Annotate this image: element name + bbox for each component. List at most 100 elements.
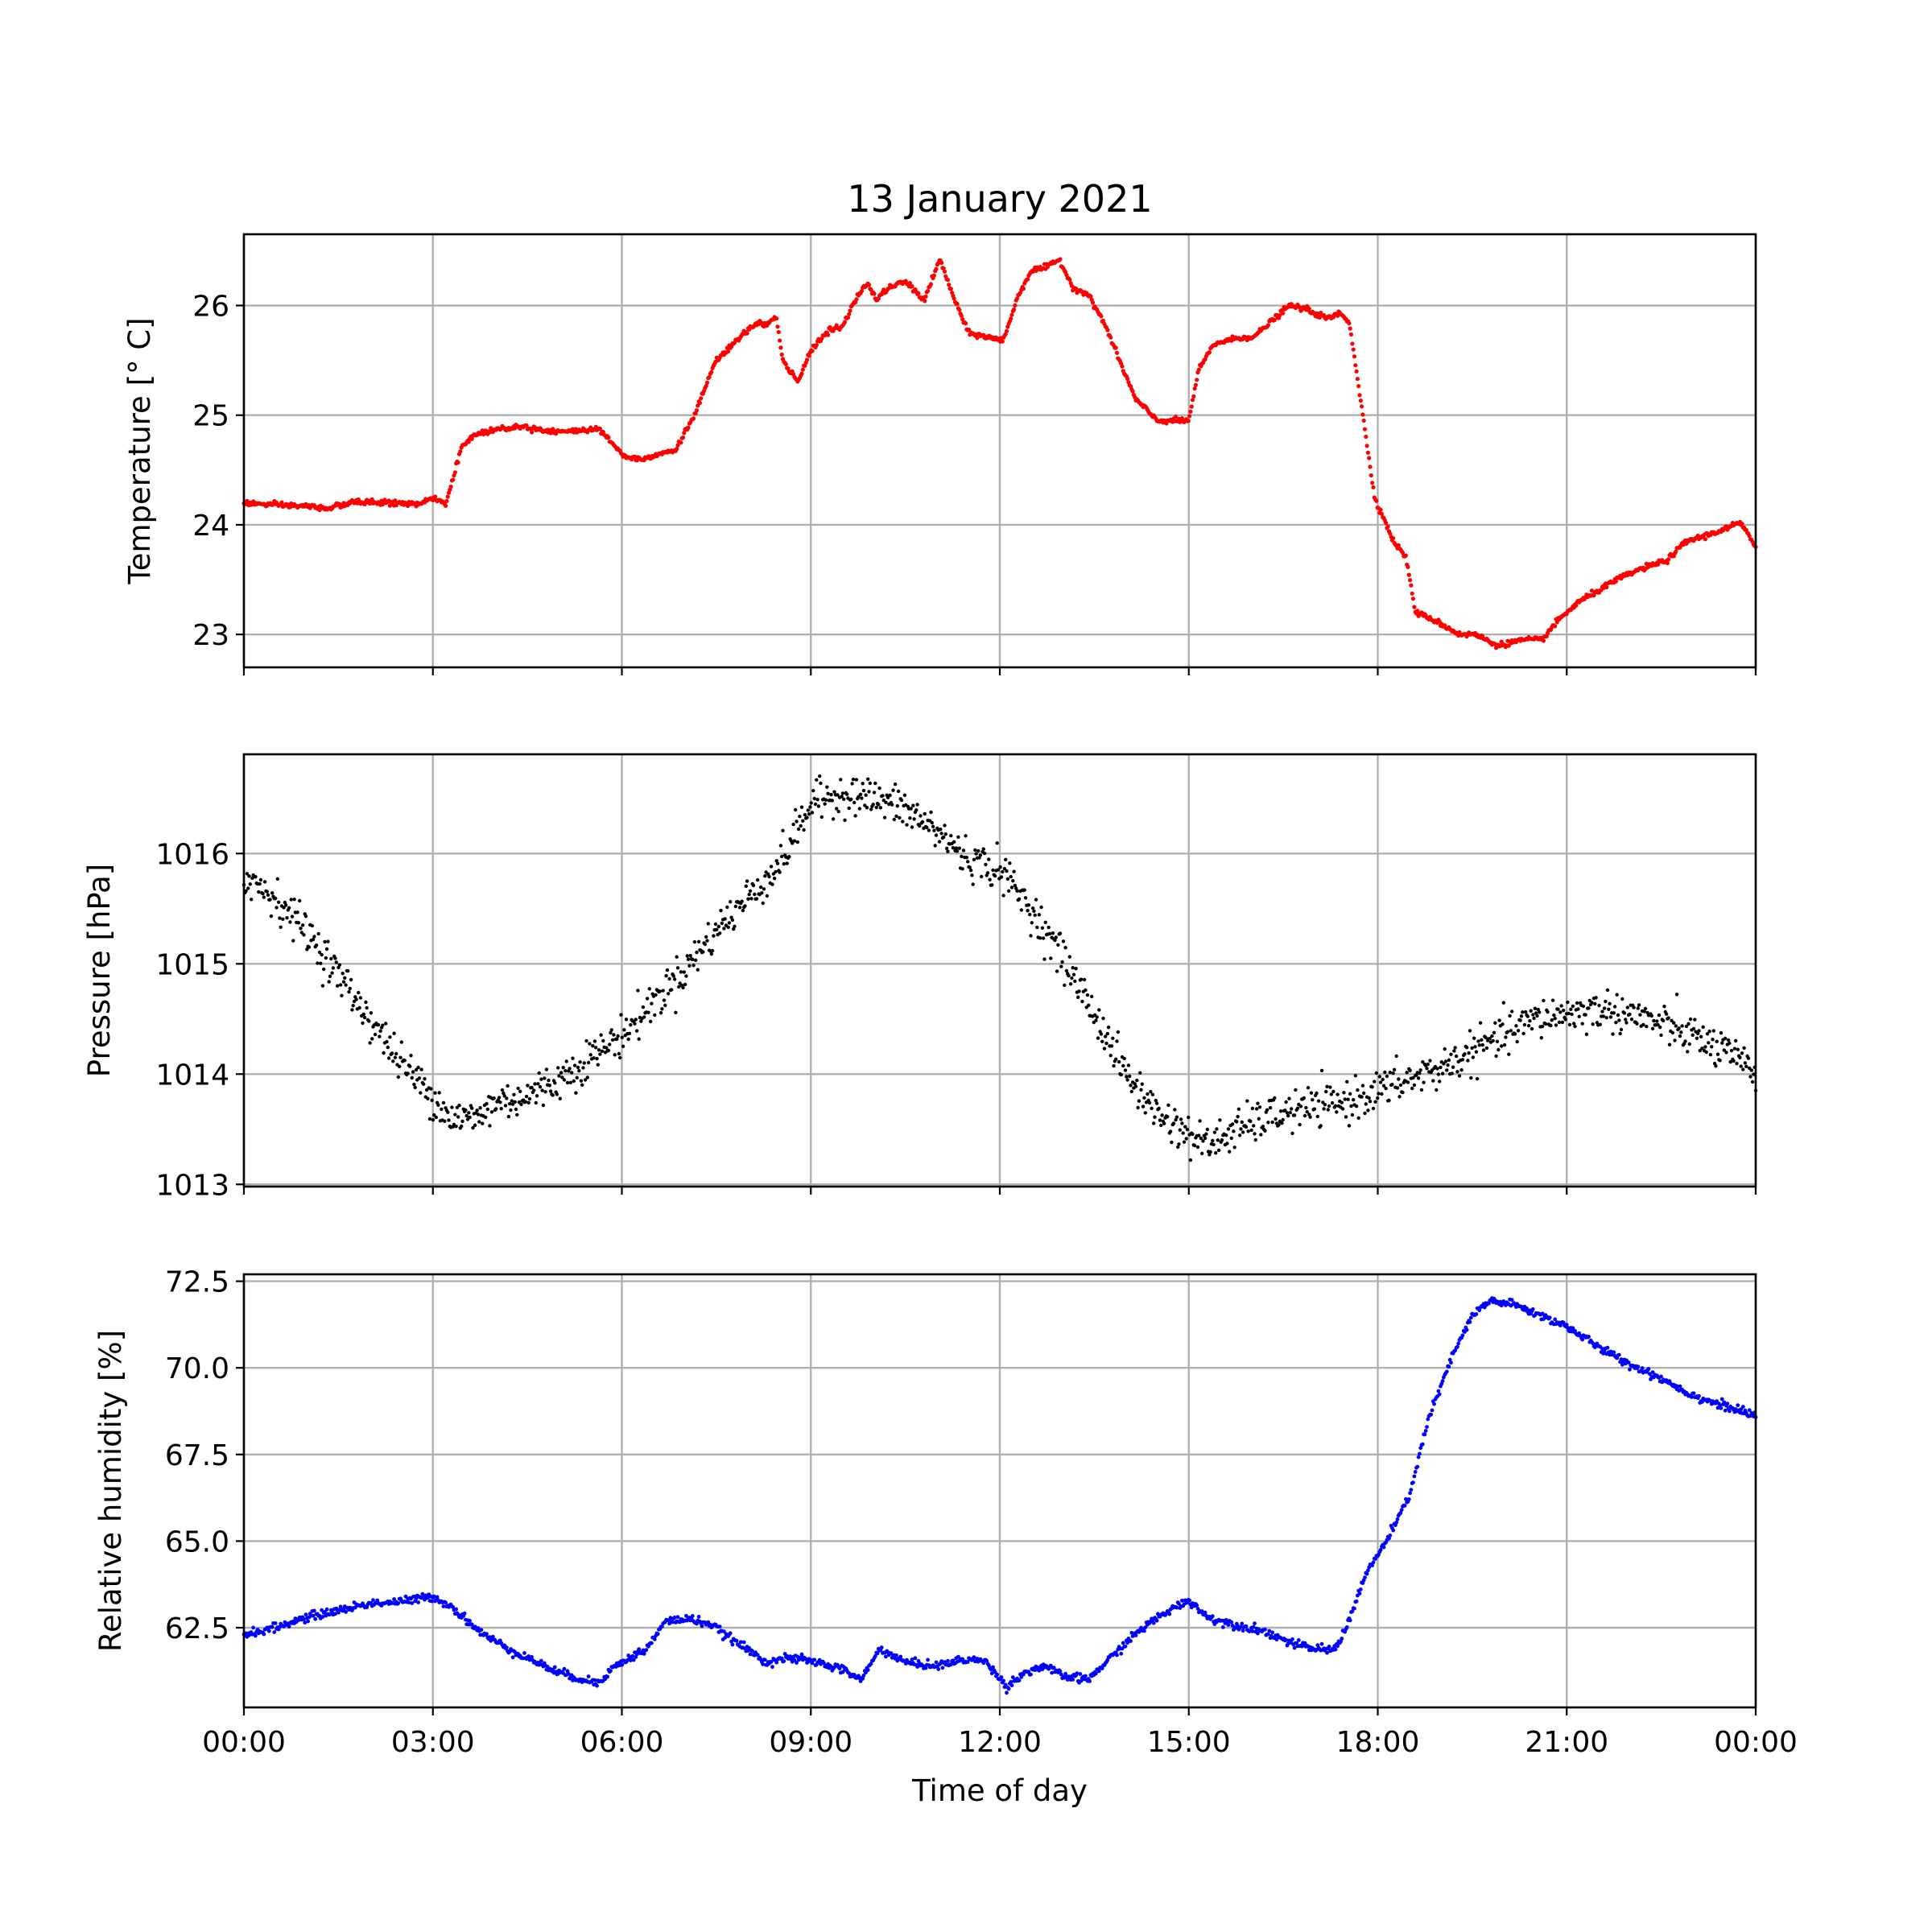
data-point-pressure xyxy=(598,1052,602,1056)
data-point-pressure xyxy=(1154,1101,1159,1105)
data-point-pressure xyxy=(336,984,340,988)
data-point-pressure xyxy=(1030,921,1034,925)
data-point-pressure xyxy=(966,860,970,864)
data-point-humidity xyxy=(266,1629,271,1633)
data-point-pressure xyxy=(1073,979,1077,984)
data-point-pressure xyxy=(1080,999,1084,1004)
data-point-temperature xyxy=(1352,354,1357,359)
data-point-pressure xyxy=(1674,993,1679,997)
data-point-humidity xyxy=(468,1619,472,1623)
y-tick-label-humidity-0: 62.5 xyxy=(165,1612,229,1645)
data-point-pressure xyxy=(351,1004,355,1008)
data-point-pressure xyxy=(1305,1110,1309,1114)
data-point-pressure xyxy=(858,792,863,796)
data-point-pressure xyxy=(584,1038,588,1043)
data-point-pressure xyxy=(1211,1138,1215,1143)
data-point-humidity xyxy=(1348,1618,1352,1623)
data-point-temperature xyxy=(854,297,859,302)
data-point-temperature xyxy=(1541,638,1546,643)
data-point-humidity xyxy=(1636,1364,1641,1369)
data-point-pressure xyxy=(995,841,999,845)
data-point-pressure xyxy=(795,840,799,844)
data-point-pressure xyxy=(849,797,853,802)
data-point-pressure xyxy=(830,799,835,803)
data-point-pressure xyxy=(1408,1068,1412,1073)
data-point-pressure xyxy=(1710,1045,1714,1049)
data-point-temperature xyxy=(1409,583,1414,588)
data-point-humidity xyxy=(770,1665,774,1670)
x-tick-label-6: 18:00 xyxy=(1336,1726,1420,1759)
data-point-pressure xyxy=(1032,909,1036,914)
data-point-pressure xyxy=(572,1063,577,1067)
data-point-pressure xyxy=(523,1100,527,1104)
data-point-humidity xyxy=(1423,1429,1428,1433)
data-point-pressure xyxy=(1746,1056,1751,1060)
data-point-temperature xyxy=(1665,560,1670,566)
data-point-pressure xyxy=(1562,1009,1566,1013)
data-point-temperature xyxy=(826,332,831,337)
data-point-humidity xyxy=(1358,1587,1363,1591)
data-point-pressure xyxy=(1670,1030,1675,1035)
data-point-pressure xyxy=(1287,1096,1291,1100)
data-point-humidity xyxy=(1302,1641,1307,1645)
data-point-pressure xyxy=(382,1051,386,1055)
data-point-pressure xyxy=(944,846,949,851)
data-point-temperature xyxy=(679,440,683,445)
data-point-pressure xyxy=(468,1115,472,1120)
data-point-pressure xyxy=(1321,1100,1325,1104)
data-point-humidity xyxy=(788,1654,792,1659)
data-point-humidity xyxy=(1050,1670,1054,1675)
data-point-pressure xyxy=(592,1056,596,1060)
data-point-pressure xyxy=(1149,1090,1153,1094)
data-point-pressure xyxy=(258,877,263,882)
data-point-pressure xyxy=(326,939,330,943)
data-point-temperature xyxy=(1190,398,1195,402)
data-point-pressure xyxy=(1241,1130,1245,1134)
data-point-temperature xyxy=(1666,557,1671,562)
data-point-pressure xyxy=(543,1090,547,1094)
data-point-pressure xyxy=(808,805,812,809)
data-point-pressure xyxy=(853,814,857,818)
data-point-pressure xyxy=(1215,1127,1219,1131)
data-point-pressure xyxy=(1129,1089,1134,1094)
data-point-pressure xyxy=(1364,1102,1368,1106)
data-point-pressure xyxy=(568,1067,572,1071)
data-point-pressure xyxy=(1569,1007,1573,1012)
data-point-temperature xyxy=(941,266,946,270)
data-point-pressure xyxy=(370,1037,374,1041)
data-point-pressure xyxy=(1616,1013,1620,1018)
data-point-pressure xyxy=(1100,1039,1104,1044)
data-point-pressure xyxy=(503,1104,508,1108)
data-point-temperature xyxy=(931,273,936,278)
data-point-humidity xyxy=(1195,1603,1199,1608)
data-point-temperature xyxy=(1026,277,1030,282)
data-point-pressure xyxy=(1166,1103,1170,1108)
data-point-pressure xyxy=(1455,1070,1459,1074)
data-point-temperature xyxy=(245,498,250,503)
data-point-pressure xyxy=(514,1107,518,1112)
data-point-pressure xyxy=(912,817,916,821)
data-point-pressure xyxy=(1732,1059,1736,1063)
data-point-pressure xyxy=(1624,1021,1629,1025)
data-point-pressure xyxy=(1617,1018,1621,1022)
data-point-humidity xyxy=(1592,1345,1597,1350)
data-point-humidity xyxy=(1325,1650,1329,1655)
data-point-pressure xyxy=(1701,1025,1705,1030)
data-point-humidity xyxy=(1650,1370,1655,1374)
data-point-pressure xyxy=(1079,977,1084,981)
data-point-pressure xyxy=(881,794,885,798)
data-point-pressure xyxy=(896,789,901,794)
data-point-pressure xyxy=(275,877,279,881)
data-point-humidity xyxy=(1616,1352,1621,1357)
data-point-pressure xyxy=(1135,1078,1139,1083)
data-point-pressure xyxy=(1594,996,1598,1000)
data-point-pressure xyxy=(1641,1022,1645,1027)
data-point-humidity xyxy=(510,1655,515,1660)
data-point-humidity xyxy=(1180,1598,1184,1603)
data-point-pressure xyxy=(1370,1085,1374,1089)
data-point-humidity xyxy=(1240,1621,1245,1626)
data-point-pressure xyxy=(1552,1013,1556,1018)
data-point-pressure xyxy=(350,1008,354,1012)
data-point-pressure xyxy=(1571,1004,1575,1009)
